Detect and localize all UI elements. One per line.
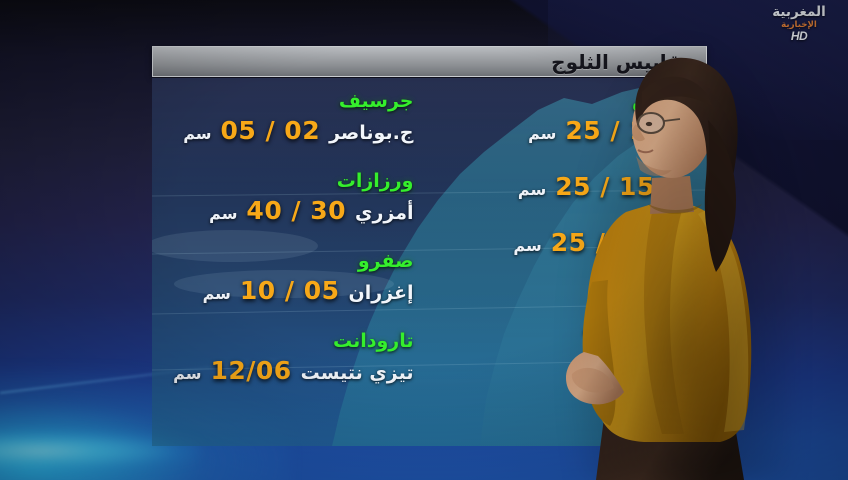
measurement-row: أمزري 40 / 30 سم	[162, 196, 420, 252]
region-label: صفرو	[162, 252, 420, 276]
unit-label: سم	[528, 124, 556, 143]
station-label: ج.بوناصر	[329, 122, 413, 144]
snow-depth-value: 10 / 05	[240, 276, 340, 305]
measurement-row: ج.بوناصر 05 / 02 سم	[162, 116, 420, 172]
unit-label: سم	[203, 284, 231, 303]
channel-logo-line-2: الإخبارية	[762, 20, 836, 30]
region-label: ورزازات	[162, 172, 420, 196]
station-label: إغزران	[349, 282, 414, 304]
data-column-left: جرسيف ج.بوناصر 05 / 02 سم ورزازات أمزري …	[152, 78, 430, 446]
unit-label: سم	[518, 180, 546, 199]
station-label: أمزري	[355, 202, 413, 224]
snow-depth-value: 40 / 30	[246, 196, 346, 225]
station-label: تيزي نتيست	[301, 362, 414, 384]
region-label: تارودانت	[162, 332, 420, 356]
unit-label: سم	[209, 204, 237, 223]
channel-logo: المغربية الإخبارية HD	[762, 5, 836, 50]
channel-logo-line-1: المغربية	[762, 5, 836, 20]
channel-logo-hd-badge: HD	[762, 30, 836, 42]
snow-depth-value: 12/06	[210, 356, 291, 385]
region-label: جرسيف	[162, 92, 420, 116]
measurement-row: تيزي نتيست 12/06 سم	[162, 356, 420, 412]
unit-label: سم	[513, 236, 541, 255]
unit-label: سم	[183, 124, 211, 143]
unit-label: سم	[173, 364, 201, 383]
measurement-row: إغزران 10 / 05 سم	[162, 276, 420, 332]
snow-depth-value: 05 / 02	[220, 116, 320, 145]
